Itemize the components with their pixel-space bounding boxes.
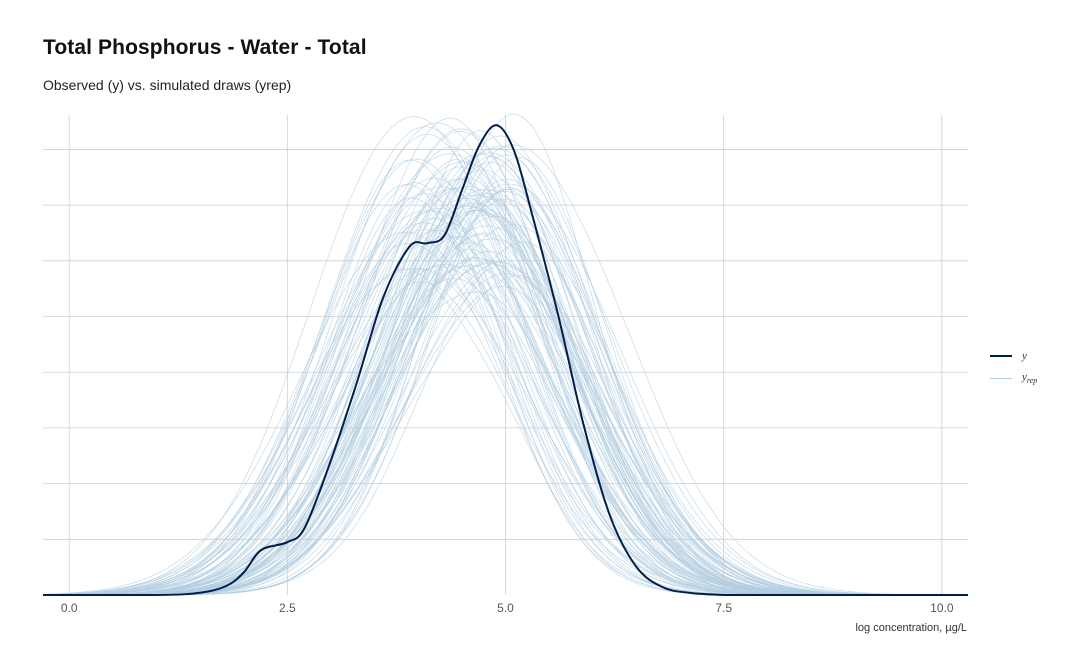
legend: y yrep	[990, 345, 1060, 389]
legend-label-yrep: yrep	[1022, 370, 1038, 386]
x-axis-ticks: 0.0 2.5 5.0 7.5 10.0	[61, 601, 954, 615]
legend-item-yrep: yrep	[990, 367, 1060, 389]
legend-label-y: y	[1022, 350, 1027, 362]
observed-curve-group	[43, 124, 968, 597]
x-tick-label: 5.0	[497, 601, 514, 615]
chart-title: Total Phosphorus - Water - Total	[43, 36, 367, 59]
legend-swatch-y	[990, 355, 1012, 357]
x-tick-label: 2.5	[279, 601, 296, 615]
observed-curve	[43, 124, 968, 597]
legend-item-y: y	[990, 345, 1060, 367]
x-tick-label: 0.0	[61, 601, 78, 615]
yrep-curve	[43, 187, 968, 596]
yrep-curves	[42, 113, 968, 596]
chart-subtitle: Observed (y) vs. simulated draws (yrep)	[43, 77, 292, 93]
plot-grid	[43, 115, 968, 595]
yrep-curve	[43, 263, 968, 596]
legend-swatch-yrep	[990, 377, 1012, 379]
x-axis-label: log concentration, µg/L	[855, 622, 967, 634]
x-tick-label: 7.5	[715, 601, 732, 615]
x-tick-label: 10.0	[930, 601, 954, 615]
yrep-curve	[43, 189, 968, 596]
